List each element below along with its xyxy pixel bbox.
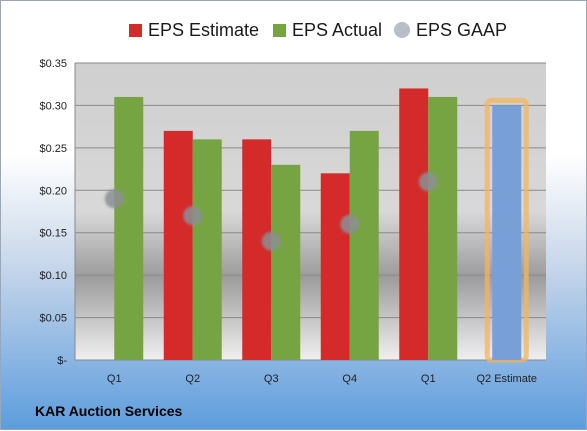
x-tick-label: Q1 bbox=[107, 373, 122, 385]
y-tick-label: $0.30 bbox=[39, 100, 67, 112]
company-name: KAR Auction Services bbox=[35, 403, 183, 419]
legend-label-eps-gaap: EPS GAAP bbox=[416, 19, 508, 40]
legend-swatch-eps-estimate bbox=[129, 23, 142, 37]
marker-eps-gaap bbox=[261, 231, 281, 251]
x-tick-label: Q3 bbox=[264, 373, 279, 385]
bar-eps-actual bbox=[271, 164, 301, 360]
x-tick-label: Q4 bbox=[342, 373, 357, 385]
bar-eps-actual bbox=[192, 139, 222, 360]
legend-swatch-eps-gaap bbox=[394, 22, 410, 38]
legend-item-eps-estimate: EPS Estimate bbox=[129, 17, 259, 43]
legend-item-eps-actual: EPS Actual bbox=[273, 17, 382, 43]
y-tick-label: $0.10 bbox=[39, 270, 67, 282]
bar-eps-actual-projected bbox=[492, 105, 522, 360]
bar-eps-estimate bbox=[242, 139, 272, 360]
marker-eps-gaap bbox=[183, 206, 203, 226]
marker-eps-gaap bbox=[104, 189, 124, 209]
legend-swatch-eps-actual bbox=[273, 23, 286, 37]
bar-eps-estimate bbox=[320, 173, 350, 360]
y-tick-label: $0.35 bbox=[39, 58, 67, 70]
legend-label-eps-estimate: EPS Estimate bbox=[148, 19, 260, 40]
marker-eps-gaap bbox=[418, 172, 438, 192]
legend: EPS Estimate EPS Actual EPS GAAP bbox=[1, 17, 587, 45]
x-tick-label: Q2 Estimate bbox=[476, 373, 537, 385]
bar-eps-actual bbox=[428, 96, 458, 360]
x-tick-label: Q1 bbox=[421, 373, 436, 385]
legend-label-eps-actual: EPS Actual bbox=[292, 19, 383, 40]
bar-eps-estimate bbox=[163, 130, 193, 360]
y-tick-label: $0.05 bbox=[39, 313, 67, 325]
y-tick-label: $0.25 bbox=[39, 143, 67, 155]
legend-item-eps-gaap: EPS GAAP bbox=[394, 17, 507, 43]
bar-eps-actual bbox=[114, 96, 144, 360]
x-tick-label: Q2 bbox=[185, 373, 200, 385]
bar-eps-estimate bbox=[399, 88, 429, 360]
bar-eps-actual bbox=[349, 130, 379, 360]
plot-area bbox=[75, 63, 546, 360]
marker-eps-gaap bbox=[340, 214, 360, 234]
y-tick-label: $0.20 bbox=[39, 185, 67, 197]
y-tick-label: $0.15 bbox=[39, 228, 67, 240]
y-tick-label: $- bbox=[57, 355, 67, 367]
